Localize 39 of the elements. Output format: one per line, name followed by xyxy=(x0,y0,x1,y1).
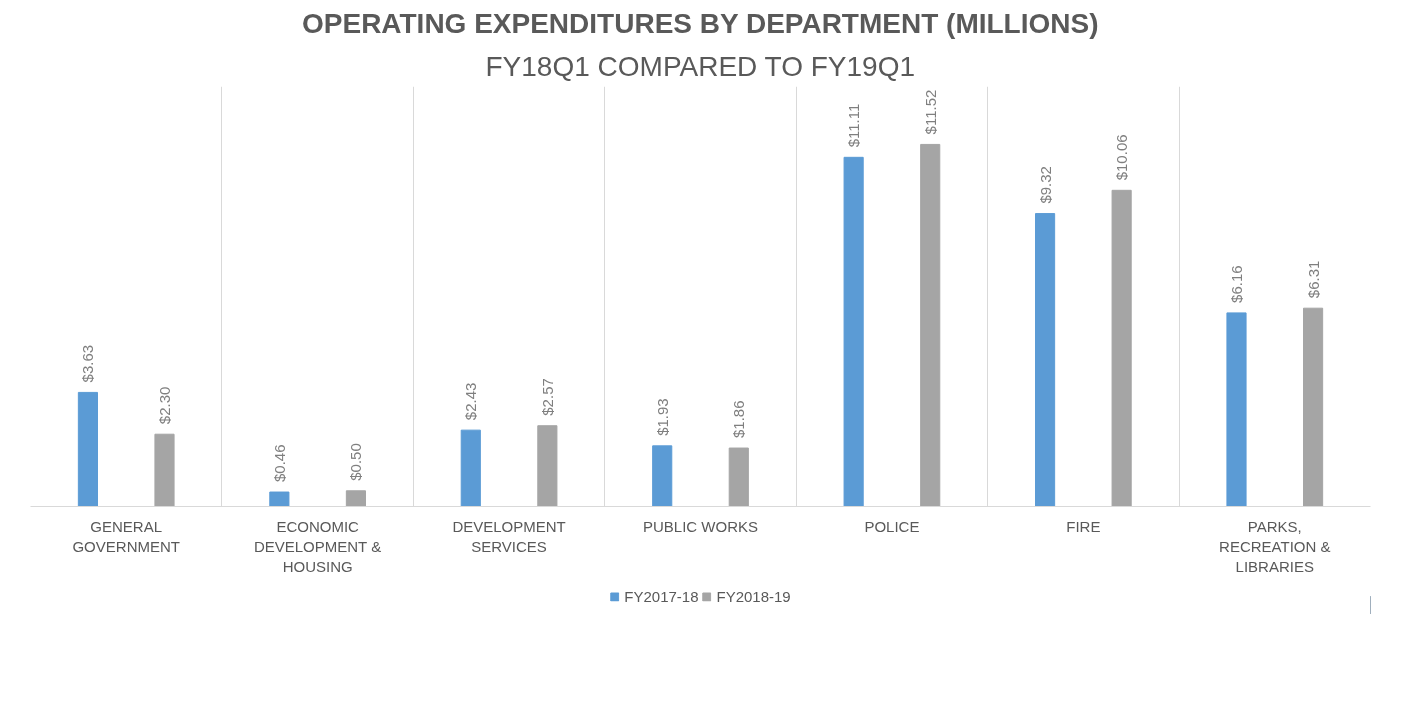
legend-label: FY2017-18 xyxy=(624,587,699,605)
x-tick-label: FIRE xyxy=(1066,517,1101,535)
data-label: $2.57 xyxy=(538,378,556,416)
bar xyxy=(460,429,481,507)
bar xyxy=(843,156,864,507)
bar xyxy=(920,143,941,507)
x-tick-label: PUBLIC WORKS xyxy=(642,517,759,535)
bar xyxy=(1226,312,1247,507)
data-label: $0.46 xyxy=(270,444,288,483)
data-label: $2.30 xyxy=(156,386,173,425)
bar xyxy=(652,445,673,507)
bar xyxy=(345,490,366,507)
data-label: $1.93 xyxy=(653,398,671,436)
data-label: $3.63 xyxy=(79,344,97,383)
data-label: $9.32 xyxy=(1036,166,1054,204)
data-label: $2.43 xyxy=(462,382,480,421)
data-label: $1.86 xyxy=(730,400,748,439)
bar xyxy=(154,433,175,507)
data-label: $10.06 xyxy=(1113,134,1131,181)
chart-subtitle: FY18Q1 COMPARED TO FY19Q1 xyxy=(485,50,915,82)
bar xyxy=(537,425,558,507)
bar xyxy=(728,447,749,507)
data-label: $6.31 xyxy=(1304,260,1322,299)
bar xyxy=(269,491,290,507)
bar xyxy=(77,391,98,507)
data-label: $0.50 xyxy=(347,443,365,481)
bar xyxy=(1111,189,1132,507)
data-label: $6.16 xyxy=(1228,265,1245,303)
x-tick-label: ECONOMIC DEVELOPMENT & HOUSING xyxy=(253,517,382,576)
bar xyxy=(1303,307,1324,507)
x-tick-label: DEVELOPMENT SERVICES xyxy=(452,517,566,555)
bar xyxy=(1035,213,1056,507)
x-tick-label: POLICE xyxy=(864,517,920,535)
legend-label: FY2018-19 xyxy=(716,587,791,605)
x-tick-label: PARKS, RECREATION & LIBRARIES xyxy=(1219,517,1331,576)
data-label: $11.52 xyxy=(921,89,939,135)
chart-title: OPERATING EXPENDITURES BY DEPARTMENT (MILLIONS) xyxy=(302,7,1099,39)
x-tick-label: GENERAL GOVERNMENT xyxy=(72,517,180,555)
data-label: $11.11 xyxy=(845,103,863,148)
